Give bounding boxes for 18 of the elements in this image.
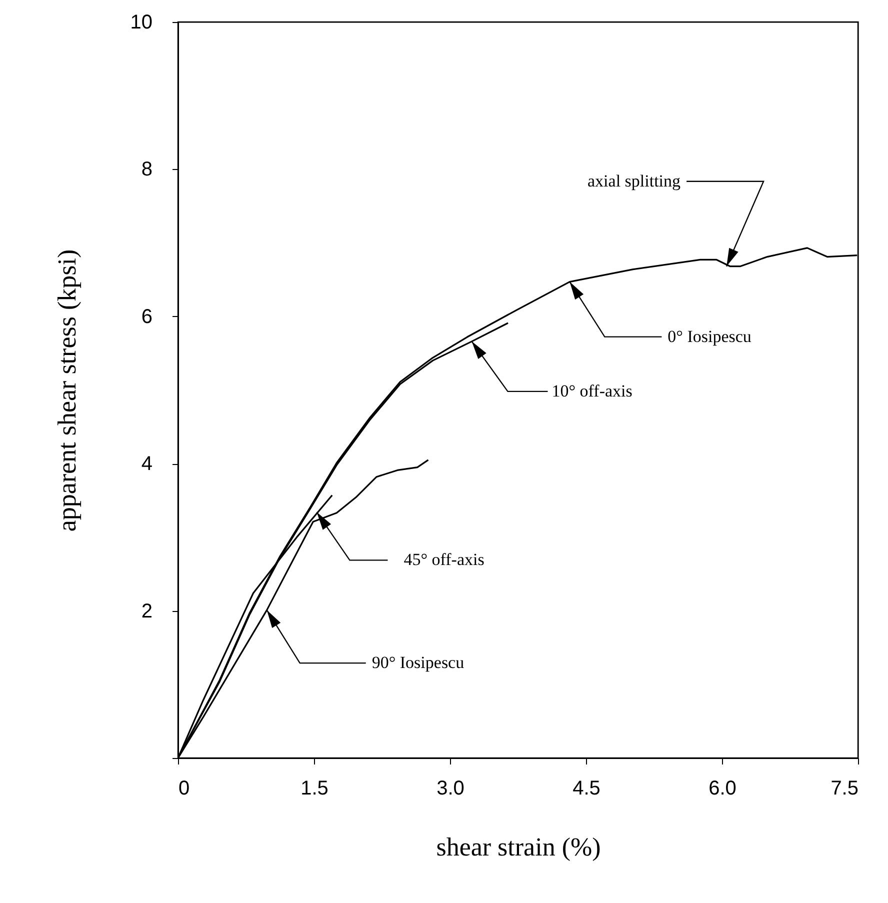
- annotation: axial splitting: [588, 171, 682, 190]
- x-axis-title: shear strain (%): [436, 832, 601, 862]
- y-tick-label: 6: [141, 306, 152, 328]
- x-tick-label: 4.5: [572, 778, 600, 800]
- annotation: 0° Iosipescu: [668, 326, 752, 346]
- x-tick-label: 7.5: [830, 778, 858, 800]
- y-tick-label: 4: [141, 453, 152, 476]
- x-tick-label: 6.0: [708, 778, 736, 800]
- y-tick-label: 8: [141, 158, 152, 181]
- annotation: 45° off-axis: [404, 550, 484, 570]
- x-tick-label: 1.5: [300, 778, 328, 800]
- y-tick-label: 10: [130, 12, 152, 34]
- x-tick-label: 0: [178, 778, 190, 800]
- y-axis-title: apparent shear stress (kpsi): [52, 249, 82, 532]
- y-tick-label: 2: [141, 600, 152, 622]
- annotation: 90° Iosipescu: [372, 653, 465, 672]
- annotation: 10° off-axis: [552, 381, 632, 400]
- x-tick-label: 3.0: [436, 778, 464, 800]
